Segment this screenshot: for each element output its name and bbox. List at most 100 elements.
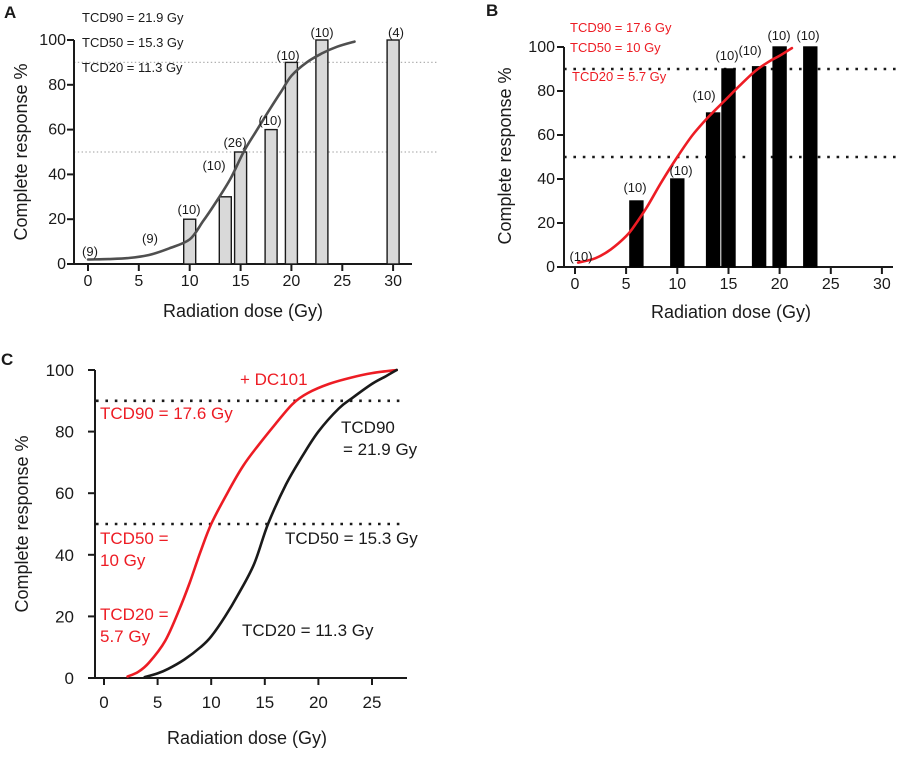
tcd-annotation-c-1: TCD90 = 17.6 Gy xyxy=(100,404,233,423)
y-tick-label: 80 xyxy=(48,77,66,94)
x-tick-label: 0 xyxy=(99,693,108,712)
x-tick-label: 20 xyxy=(771,276,789,293)
y-tick-label: 80 xyxy=(55,423,74,442)
panel-b-group: 0 5 10 15 20 25 30020406080100(10)(10)(10)(10)… xyxy=(528,28,897,293)
bar-count-label: (10) xyxy=(276,48,299,63)
x-tick-label: 15 xyxy=(232,273,250,290)
y-tick-label: 20 xyxy=(537,215,555,232)
dose-response-curve-+ DC101 xyxy=(576,46,794,264)
y-tick-label: 60 xyxy=(48,122,66,139)
x-tick-label: 10 xyxy=(668,276,686,293)
tcd-annotation-b-2: TCD20 = 5.7 Gy xyxy=(572,69,667,84)
bar-dose-13.5 xyxy=(218,196,233,265)
tcd-annotation-a-2: TCD20 = 11.3 Gy xyxy=(82,60,183,75)
x-tick-label: 25 xyxy=(363,693,382,712)
y-tick-label: 60 xyxy=(55,484,74,503)
y-tick-label: 40 xyxy=(537,171,555,188)
bar-count-label: (10) xyxy=(202,158,225,173)
tcd-annotation-c-2: TCD90 xyxy=(341,418,395,437)
x-tick-label: 15 xyxy=(720,276,738,293)
bar-dose-23 xyxy=(803,46,818,268)
x-tick-label: 10 xyxy=(202,693,221,712)
bar-dose-20 xyxy=(772,46,787,268)
x-tick-label: 5 xyxy=(622,276,631,293)
x-tick-label: 15 xyxy=(255,693,274,712)
tcd-annotation-c-8: 5.7 Gy xyxy=(100,627,151,646)
y-tick-label: 20 xyxy=(55,607,74,626)
dose-response-curve-c-1 xyxy=(143,368,398,679)
bar-count-label: (10) xyxy=(623,180,646,195)
bar-count-label: (10) xyxy=(767,28,790,43)
x-tick-label: 30 xyxy=(873,276,891,293)
dose-response-curve-+ DC101 xyxy=(126,368,398,678)
tcd-annotation-c-6: TCD50 = 15.3 Gy xyxy=(285,529,418,548)
bar-dose-15 xyxy=(233,151,248,265)
panel-c-group: 0 5 10 15 20 25 0 20 40 60 80 100 xyxy=(46,361,407,712)
tcd-annotation-c-3: = 21.9 Gy xyxy=(343,440,418,459)
tcd-annotation-a-1: TCD50 = 15.3 Gy xyxy=(82,35,184,50)
tcd-annotation-b-1: TCD50 = 10 Gy xyxy=(570,40,661,55)
tcd-annotation-a-0: TCD90 = 21.9 Gy xyxy=(82,10,184,25)
tcd-annotation-c-9: TCD20 = 11.3 Gy xyxy=(242,621,374,640)
tcd-annotation-c-5: 10 Gy xyxy=(100,551,146,570)
x-tick-label: 5 xyxy=(153,693,162,712)
bar-dose-13.5 xyxy=(705,112,721,268)
bar-count-label: (10) xyxy=(738,43,761,58)
x-tick-label: 30 xyxy=(384,273,402,290)
dose-response-curve-a-0 xyxy=(86,40,356,261)
panel-b-letter: B xyxy=(486,1,499,20)
y-tick-label: 60 xyxy=(537,127,555,144)
tcd-annotation-c-7: TCD20 = xyxy=(100,605,169,624)
y-tick-label: 100 xyxy=(39,32,66,49)
x-tick-label: 20 xyxy=(283,273,301,290)
bar-dose-20 xyxy=(284,61,299,265)
y-tick-label: 80 xyxy=(537,83,555,100)
panel-c-letter: C xyxy=(1,350,14,369)
panel-a-group: 0 5 10 15 20 25 30 0 20 40 60 80 100 (10) (10) (26) (10)… xyxy=(39,25,438,290)
y-tick-label: 40 xyxy=(48,166,66,183)
group-size-label: (10) xyxy=(569,249,592,264)
bar-count-label: (10) xyxy=(310,25,333,40)
panel-a-x-axis-title: Radiation dose (Gy) xyxy=(162,301,324,321)
bar-dose-15 xyxy=(721,68,736,268)
x-tick-label: 10 xyxy=(181,273,199,290)
y-tick-label: 0 xyxy=(57,256,66,273)
panel-c-x-axis-title: Radiation dose (Gy) xyxy=(166,728,328,748)
tcd-annotation-c-0: + DC101 xyxy=(240,370,308,389)
tcd-annotation-c-4: TCD50 = xyxy=(100,529,169,548)
x-tick-label: 0 xyxy=(571,276,580,293)
y-tick-label: 100 xyxy=(528,39,555,56)
group-size-label: (9) xyxy=(142,231,158,246)
panel-b-y-axis-title: Complete response % xyxy=(495,67,515,245)
bar-count-label: (10) xyxy=(258,113,281,128)
y-tick-label: 100 xyxy=(46,361,74,380)
bar-count-label: (10) xyxy=(669,163,692,178)
x-tick-label: 0 xyxy=(84,273,93,290)
tcd-annotation-b-0: TCD90 = 17.6 Gy xyxy=(570,20,672,35)
x-tick-label: 5 xyxy=(134,273,143,290)
bar-dose-18 xyxy=(751,66,767,268)
bar-count-label: (26) xyxy=(223,135,246,150)
y-tick-label: 0 xyxy=(65,669,74,688)
bar-count-label: (10) xyxy=(715,48,738,63)
bar-count-label: (10) xyxy=(796,28,819,43)
bar-dose-18 xyxy=(264,128,278,265)
group-size-label: (9) xyxy=(82,244,98,259)
panel-b-x-axis-title: Radiation dose (Gy) xyxy=(650,302,812,322)
x-tick-label: 25 xyxy=(822,276,840,293)
bar-dose-30 xyxy=(386,39,400,265)
x-tick-label: 20 xyxy=(309,693,328,712)
panel-c-y-axis-title: Complete response % xyxy=(12,435,32,613)
y-tick-label: 0 xyxy=(546,259,555,276)
bar-dose-6 xyxy=(629,200,644,268)
bar-count-label: (4) xyxy=(388,25,404,40)
x-tick-label: 25 xyxy=(333,273,351,290)
bar-dose-23 xyxy=(315,39,329,265)
bar-count-label: (10) xyxy=(692,88,715,103)
panel-a-letter: A xyxy=(4,3,17,22)
panel-a-y-axis-title: Complete response % xyxy=(11,63,31,241)
bar-count-label: (10) xyxy=(177,202,200,217)
y-tick-label: 20 xyxy=(48,211,66,228)
